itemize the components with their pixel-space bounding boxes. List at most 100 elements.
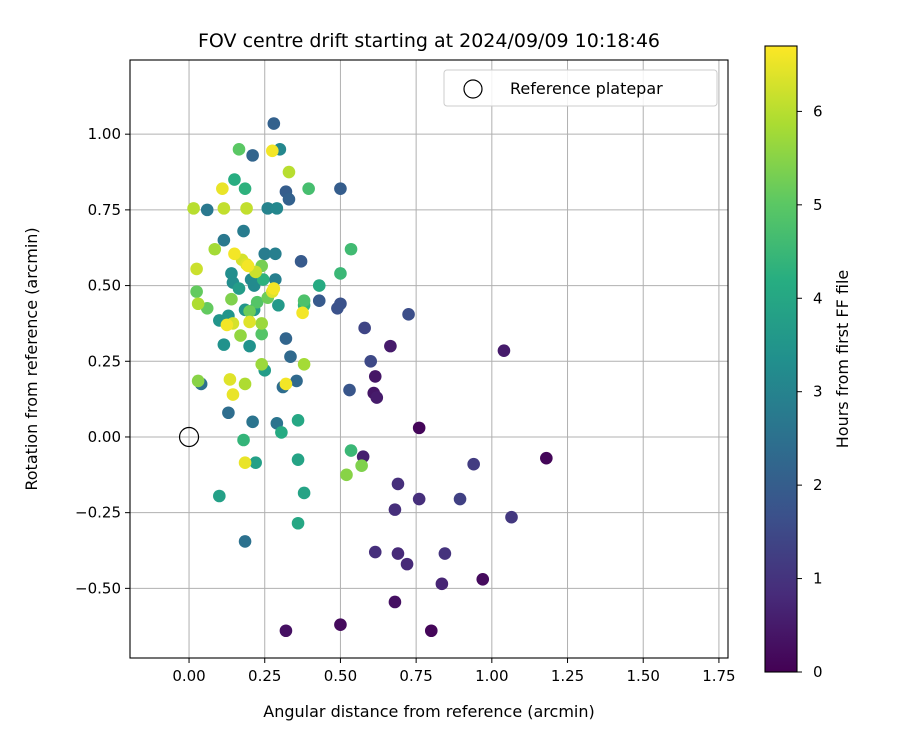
x-tick-label: 1.50 — [627, 667, 660, 685]
data-point — [388, 503, 402, 516]
data-point — [191, 297, 205, 311]
data-point — [241, 259, 255, 273]
data-point — [334, 618, 347, 631]
data-point — [334, 182, 347, 195]
data-point — [391, 547, 405, 560]
data-point — [368, 370, 382, 383]
data-point — [213, 489, 226, 503]
data-point — [223, 373, 237, 386]
legend: Reference platepar — [443, 69, 718, 107]
legend-label-reference: Reference platepar — [510, 79, 663, 98]
data-point — [284, 350, 297, 364]
data-point — [412, 421, 426, 435]
chart-title: FOV centre drift starting at 2024/09/09 … — [198, 30, 660, 52]
data-point — [267, 282, 281, 295]
data-point — [232, 143, 246, 156]
colorbar-gradient — [764, 45, 798, 673]
data-point — [435, 577, 449, 591]
reference-platepar-marker — [178, 426, 200, 448]
data-point — [358, 321, 371, 335]
y-tick-label: 0.50 — [88, 277, 121, 295]
data-point — [355, 459, 368, 473]
data-point — [282, 192, 296, 206]
data-point — [217, 338, 231, 351]
data-point — [255, 357, 269, 371]
data-point — [279, 332, 293, 345]
colorbar-tick-label: 2 — [813, 476, 823, 494]
data-point — [238, 535, 252, 548]
data-point — [250, 295, 264, 309]
colorbar-label: Hours from first FF file — [833, 270, 852, 449]
data-point — [296, 306, 309, 320]
y-tick-label: −0.25 — [75, 504, 121, 522]
data-point — [497, 344, 511, 357]
x-tick-label: 1.75 — [702, 667, 735, 685]
data-point — [290, 374, 303, 388]
data-point — [368, 545, 382, 559]
data-point — [238, 182, 252, 195]
data-point — [402, 308, 415, 321]
x-axis-label: Angular distance from reference (arcmin) — [263, 702, 594, 721]
data-point — [540, 451, 553, 465]
colorbar-tick-label: 5 — [813, 196, 823, 214]
data-point — [297, 294, 311, 308]
y-tick-label: 0.25 — [88, 352, 121, 370]
data-point — [344, 242, 358, 256]
data-point — [255, 327, 269, 341]
x-tick-label: 1.25 — [551, 667, 584, 685]
data-point — [424, 624, 438, 638]
data-point — [237, 433, 250, 447]
data-point — [302, 182, 315, 195]
data-point — [334, 267, 347, 280]
colorbar-tick-label: 0 — [813, 663, 823, 681]
colorbar-tick-label: 1 — [813, 570, 823, 588]
data-point — [240, 202, 253, 215]
data-point — [391, 477, 405, 491]
data-point — [453, 492, 467, 506]
data-point — [279, 377, 293, 391]
legend-box — [443, 69, 718, 107]
data-point — [340, 468, 353, 482]
data-point — [246, 415, 259, 429]
colorbar-tick-label: 3 — [813, 383, 823, 401]
data-point — [384, 339, 397, 353]
data-point — [269, 247, 282, 261]
colorbar: 0 1 2 3 4 5 6 Hours from first FF file — [764, 45, 852, 681]
data-point — [237, 224, 250, 238]
data-point — [267, 117, 281, 130]
data-point — [200, 203, 214, 217]
colorbar-tick-label: 4 — [813, 289, 823, 307]
data-point — [232, 282, 246, 295]
x-axis-ticks: 0.00 0.25 0.50 0.75 1.00 1.25 1.50 1.75 — [172, 658, 736, 685]
data-point — [238, 377, 252, 391]
data-point — [297, 486, 311, 500]
y-axis-label: Rotation from reference (arcmin) — [22, 227, 41, 490]
data-point — [258, 247, 272, 261]
data-point — [228, 247, 241, 261]
data-point — [187, 202, 200, 215]
colorbar-ticks: 0 1 2 3 4 5 6 — [797, 102, 823, 681]
y-tick-label: −0.50 — [75, 579, 121, 597]
data-points — [187, 117, 553, 638]
data-point — [217, 202, 231, 215]
data-point — [312, 279, 326, 292]
data-point — [217, 233, 231, 247]
data-point — [234, 329, 247, 342]
y-tick-label: 1.00 — [88, 125, 121, 143]
data-point — [249, 456, 262, 470]
data-point — [275, 426, 288, 439]
plot-area: 0.00 0.25 0.50 0.75 1.00 1.25 1.50 1.75 −0.50−0… — [75, 59, 736, 685]
data-point — [243, 315, 256, 329]
data-point — [191, 374, 205, 388]
data-point — [331, 301, 344, 315]
x-tick-label: 0.25 — [248, 667, 281, 685]
data-point — [243, 339, 256, 353]
data-point — [343, 383, 356, 397]
x-tick-label: 0.50 — [324, 667, 357, 685]
data-point — [228, 173, 241, 186]
data-point — [272, 298, 285, 312]
data-point — [190, 285, 203, 298]
data-point — [216, 182, 229, 195]
